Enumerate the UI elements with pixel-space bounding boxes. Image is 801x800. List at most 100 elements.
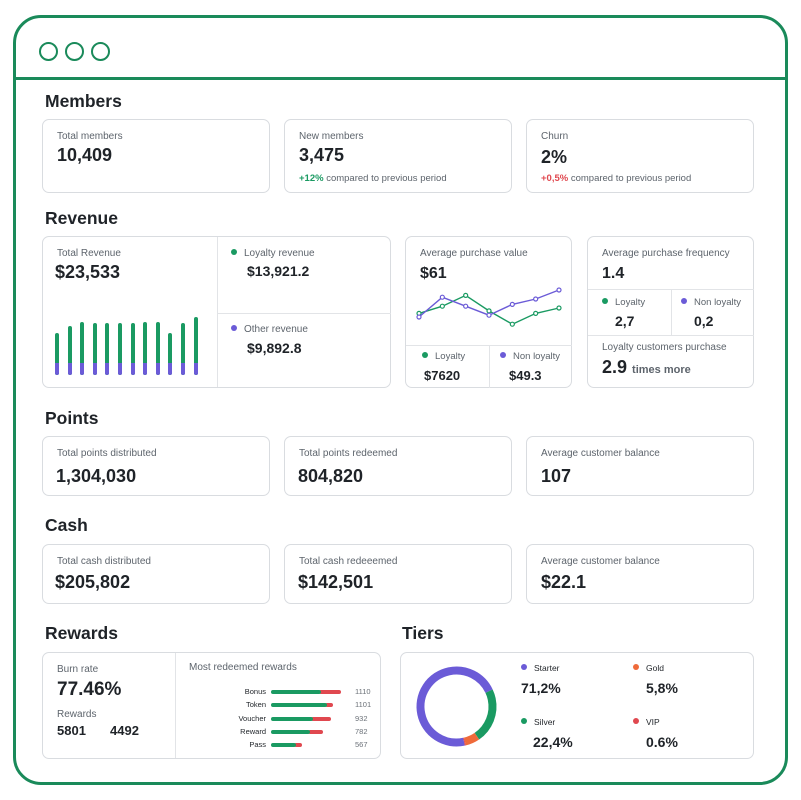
reward-row[interactable]: Token 1101 [183, 700, 379, 712]
loyalty-customers-label: Loyalty customers purchase [602, 342, 727, 353]
points-title: Points [45, 408, 99, 428]
rewards-card[interactable]: Burn rate 77.46% Rewards 5801 4492 Most … [42, 652, 381, 759]
non-loyalty-point [509, 301, 515, 307]
divider [217, 313, 391, 314]
revenue-bar-other-segment [194, 363, 198, 375]
tier-starter-text: Starter [534, 663, 560, 673]
frequency-label: Average purchase frequency [602, 248, 730, 259]
avg-purchase-value: $61 [420, 265, 447, 282]
other-revenue-label: Other revenue [231, 324, 308, 335]
churn-value: 2% [541, 147, 568, 167]
loyalty-customers-value: 2.9 times more [602, 357, 691, 378]
revenue-bar [55, 333, 59, 375]
tiers-title: Tiers [402, 623, 444, 643]
revenue-bar-other-segment [55, 363, 59, 375]
cash-balance-label: Average customer balance [541, 556, 660, 567]
reward-row[interactable]: Voucher 932 [183, 714, 379, 726]
new-members-card[interactable]: New members 3,475 +12% compared to previ… [284, 119, 512, 193]
other-revenue-text: Other revenue [244, 324, 308, 335]
freq-non-loyalty-text: Non loyalty [694, 297, 741, 308]
avg-non-loyalty-text: Non loyalty [513, 351, 560, 362]
circle-icon[interactable] [91, 42, 110, 61]
frequency-value: 1.4 [602, 265, 625, 282]
burn-rate-label: Burn rate [57, 664, 99, 675]
burn-rate-value: 77.46% [57, 679, 122, 700]
churn-card[interactable]: Churn 2% +0,5% compared to previous peri… [526, 119, 754, 193]
members-title: Members [45, 91, 122, 111]
revenue-bar [80, 322, 84, 375]
tier-vip-label: VIP [633, 717, 660, 727]
circle-icon[interactable] [65, 42, 84, 61]
other-revenue-value: $9,892.8 [247, 340, 302, 356]
total-revenue-card[interactable]: Total Revenue $23,533 Loyalty revenue $1… [42, 236, 391, 388]
tier-vip-value: 0.6% [646, 734, 678, 750]
rewards-title: Rewards [45, 623, 118, 643]
divider [671, 289, 672, 335]
cash-distributed-label: Total cash distributed [57, 556, 151, 567]
revenue-bar-other-segment [80, 363, 84, 375]
revenue-title: Revenue [45, 208, 118, 228]
purchase-frequency-card[interactable]: Average purchase frequency 1.4 Loyalty 2… [587, 236, 754, 388]
freq-loyalty-text: Loyalty [615, 297, 646, 308]
divider [489, 345, 490, 388]
reward-row[interactable]: Reward 782 [183, 727, 379, 739]
reward-bar-green [271, 729, 310, 734]
loyalty-point [439, 303, 445, 309]
cash-redeemed-label: Total cash redeeemed [299, 556, 398, 567]
reward-name: Voucher [238, 713, 266, 723]
tier-silver-label: Silver [521, 717, 555, 727]
cash-distributed-value: $205,802 [55, 572, 131, 592]
divider [217, 237, 218, 387]
non-loyalty-point [556, 287, 562, 293]
new-members-delta: +12% [299, 173, 324, 184]
revenue-bar [93, 323, 97, 375]
reward-bar-red [294, 743, 302, 748]
non-loyalty-point [416, 314, 422, 320]
freq-loyalty-value: 2,7 [615, 313, 635, 329]
revenue-bar [118, 323, 122, 375]
reward-bar-green [271, 690, 321, 694]
circle-icon[interactable] [39, 42, 58, 61]
reward-name: Bonus [244, 687, 266, 696]
churn-label: Churn [541, 131, 569, 142]
points-distributed-card[interactable]: Total points distributed 1,304,030 [42, 436, 270, 496]
revenue-bar [131, 323, 135, 375]
revenue-bar [143, 322, 147, 375]
tier-gold-label: Gold [633, 663, 664, 673]
freq-non-loyalty-label: Non loyalty [681, 297, 741, 308]
orange-dot-icon [633, 664, 639, 670]
points-balance-card[interactable]: Average customer balance 107 [526, 436, 754, 496]
cash-redeemed-value: $142,501 [298, 572, 374, 592]
avg-purchase-card[interactable]: Average purchase value $61 Loyalty $7620… [405, 236, 572, 388]
reward-count: 932 [355, 713, 368, 723]
cash-distributed-card[interactable]: Total cash distributed $205,802 [42, 544, 270, 604]
reward-bar-red [319, 690, 341, 694]
cash-redeemed-card[interactable]: Total cash redeeemed $142,501 [284, 544, 512, 604]
total-members-card[interactable]: Total members 10,409 [42, 119, 270, 193]
reward-bar-green [271, 703, 327, 708]
tier-vip-text: VIP [646, 717, 660, 727]
churn-note: compared to previous period [570, 173, 692, 184]
new-members-label: New members [299, 131, 364, 142]
freq-non-loyalty-value: 0,2 [694, 313, 714, 329]
reward-row[interactable]: Pass 567 [183, 740, 379, 752]
revenue-bar-other-segment [93, 363, 97, 375]
non-loyalty-point [533, 296, 539, 302]
reward-bar-green [271, 743, 296, 748]
points-redeemed-card[interactable]: Total points redeemed 804,820 [284, 436, 512, 496]
points-distributed-label: Total points distributed [57, 448, 157, 459]
reward-count: 1110 [355, 687, 371, 696]
revenue-bar-other-segment [143, 363, 147, 375]
cash-balance-card[interactable]: Average customer balance $22.1 [526, 544, 754, 604]
tiers-card[interactable]: Starter 71,2% Gold 5,8% Silver 22,4% VIP… [400, 652, 754, 759]
reward-bar-red [311, 716, 331, 721]
revenue-bar-other-segment [181, 363, 185, 375]
green-dot-icon [231, 249, 237, 255]
red-dot-icon [633, 718, 639, 724]
loyalty-point [556, 305, 562, 311]
revenue-bar-other-segment [156, 363, 160, 375]
reward-row[interactable]: Bonus 1110 [183, 687, 379, 699]
points-redeemed-label: Total points redeemed [299, 448, 398, 459]
green-dot-icon [602, 298, 608, 304]
donut-slice-silver [416, 666, 497, 747]
